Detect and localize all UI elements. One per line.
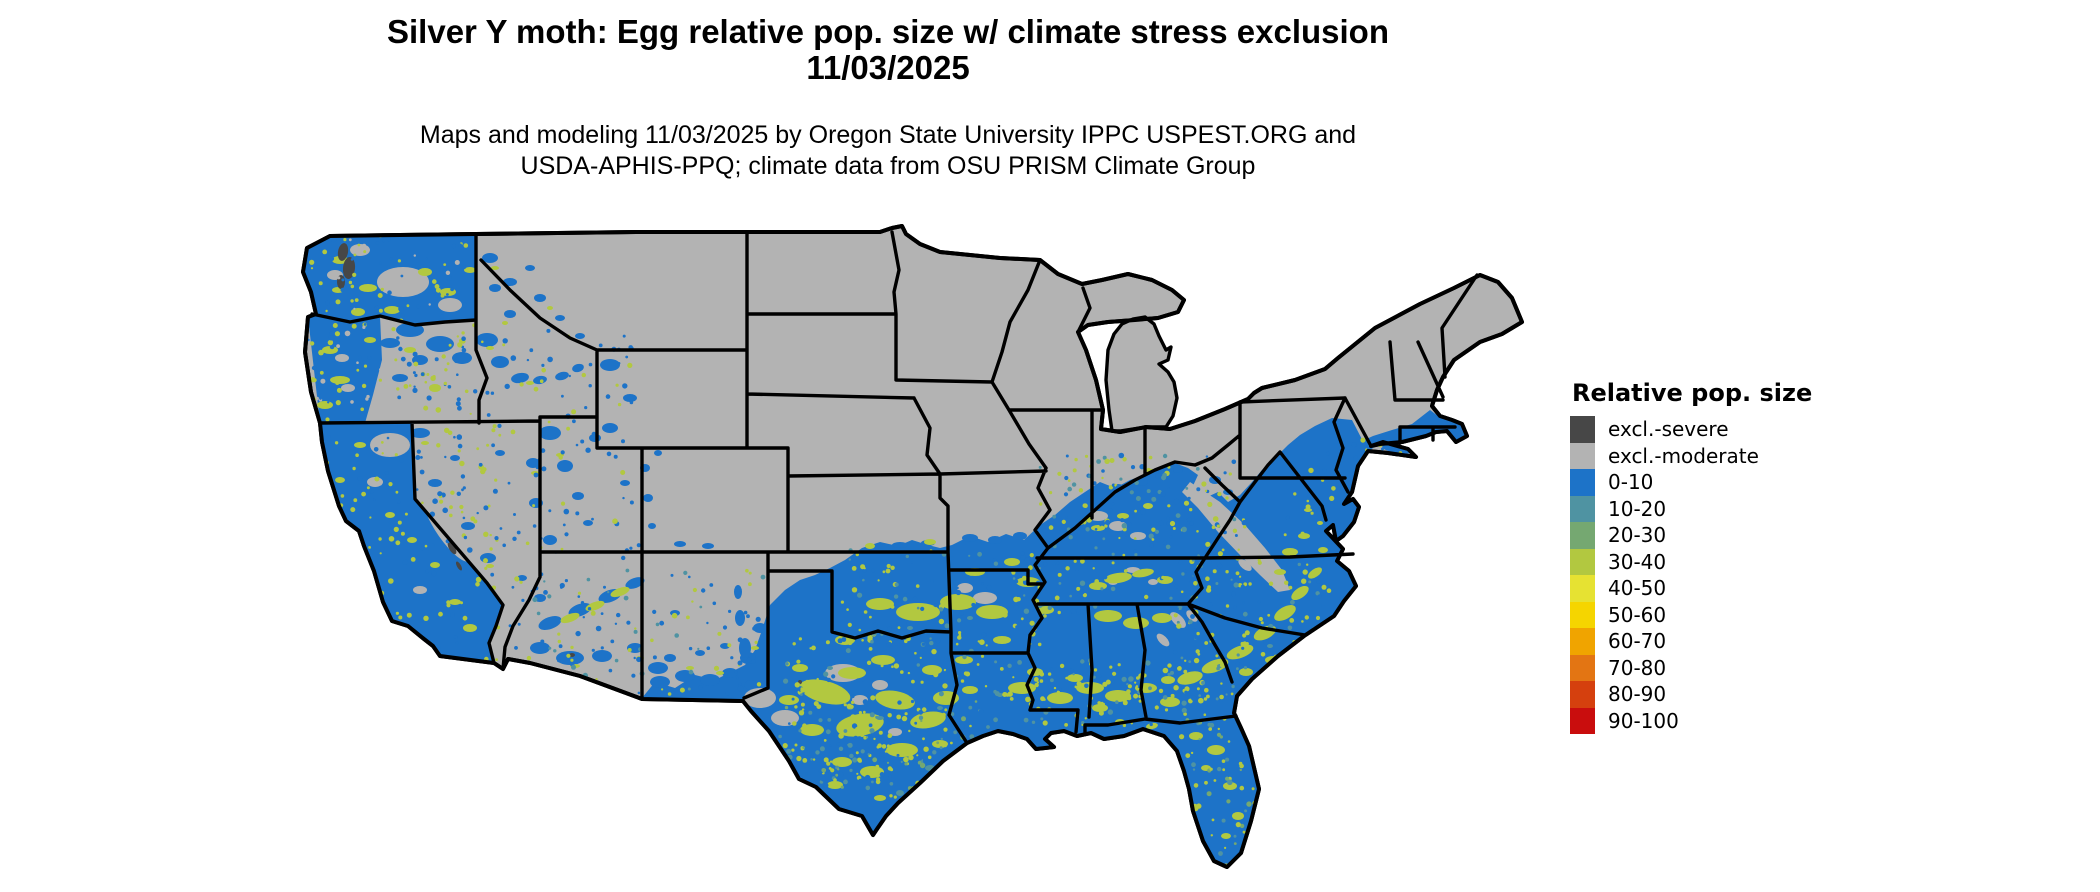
map-title-line1: Silver Y moth: Egg relative pop. size w/…: [387, 13, 1389, 50]
map-subtitle-line1: Maps and modeling 11/03/2025 by Oregon S…: [419, 121, 1357, 149]
legend-swatch: [1570, 628, 1595, 655]
legend-item: 0-10: [1570, 469, 1812, 496]
legend-swatch: [1570, 548, 1595, 575]
legend-item: excl.-severe: [1570, 416, 1812, 443]
legend-item-label: excl.-moderate: [1608, 443, 1759, 468]
region-appalachian-exclusion: [1182, 482, 1290, 592]
legend-item: 50-60: [1570, 601, 1812, 628]
legend-item-label: 20-30: [1608, 523, 1667, 548]
legend-item: 20-30: [1570, 522, 1812, 549]
legend-swatch: [1570, 601, 1595, 628]
legend-item-label: 70-80: [1608, 655, 1667, 680]
legend-item-label: 50-60: [1608, 602, 1667, 627]
us-choropleth-map: [301, 224, 1524, 869]
legend-item: 70-80: [1570, 654, 1812, 681]
legend-title: Relative pop. size: [1572, 379, 1813, 407]
legend-swatch: [1570, 416, 1595, 443]
region-coastal-new-england: [1360, 410, 1467, 451]
legend-item-label: 30-40: [1608, 549, 1667, 574]
map-title-date: 11/03/2025: [806, 49, 970, 86]
map-subtitle: Maps and modeling 11/03/2025 by Oregon S…: [288, 120, 1488, 182]
legend-item-label: 40-50: [1608, 576, 1667, 601]
legend-item-label: 10-20: [1608, 496, 1667, 521]
legend-item-label: 60-70: [1608, 629, 1667, 654]
legend-item-label: 80-90: [1608, 682, 1667, 707]
legend-item: 60-70: [1570, 628, 1812, 655]
legend-item: 30-40: [1570, 548, 1812, 575]
legend-item: excl.-moderate: [1570, 442, 1812, 469]
legend-swatch: [1570, 707, 1595, 734]
legend-swatch: [1570, 654, 1595, 681]
legend: Relative pop. size excl.-severe excl.-mo…: [1570, 380, 1812, 734]
legend-swatch: [1570, 442, 1595, 469]
legend-swatch: [1570, 575, 1595, 602]
legend-item-label: excl.-severe: [1608, 417, 1729, 442]
state-michigan: [1104, 315, 1179, 433]
region-west-oregon: [308, 314, 382, 423]
state-borders: [310, 230, 1479, 745]
legend-swatch: [1570, 495, 1595, 522]
legend-item: 40-50: [1570, 575, 1812, 602]
map-title: Silver Y moth: Egg relative pop. size w/…: [288, 14, 1488, 86]
legend-swatch: [1570, 469, 1595, 496]
us-outline-stroke: [301, 224, 1524, 869]
legend-item-label: 0-10: [1608, 470, 1654, 495]
legend-item: 80-90: [1570, 681, 1812, 708]
legend-item-label: 90-100: [1608, 708, 1679, 733]
legend-swatch: [1570, 681, 1595, 708]
legend-item: 90-100: [1570, 707, 1812, 734]
legend-item: 10-20: [1570, 495, 1812, 522]
legend-swatch: [1570, 522, 1595, 549]
map-subtitle-line2: USDA-APHIS-PPQ; climate data from OSU PR…: [520, 152, 1256, 180]
